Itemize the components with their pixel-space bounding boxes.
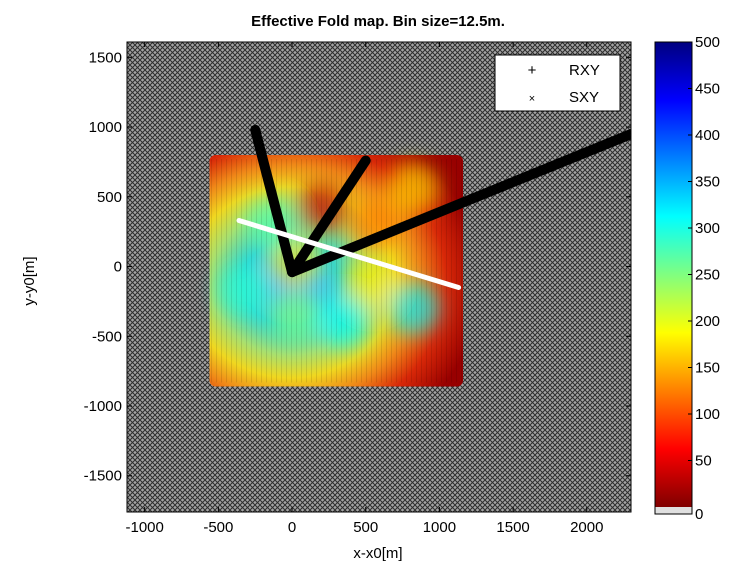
colorbar-tick-label: 200 <box>695 313 720 330</box>
colorbar-tick-label: 250 <box>695 267 720 284</box>
plot-area: -1000 -500 0 500 1000 1500 2000 1500 1000 500 0 -5… <box>84 41 632 536</box>
legend-marker-sxy: × <box>529 93 535 105</box>
x-tick-label: 2000 <box>570 519 603 536</box>
legend-label-sxy: SXY <box>569 89 599 106</box>
colorbar-tick-label: 0 <box>695 506 703 523</box>
y-tick-label: 0 <box>114 259 122 276</box>
fold-heatmap <box>209 154 463 387</box>
x-tick-label: 1000 <box>423 519 456 536</box>
legend-box <box>494 54 621 112</box>
chart-title: Effective Fold map. Bin size=12.5m. <box>251 13 505 30</box>
x-tick-label: 500 <box>353 519 378 536</box>
fold-hotspot-7 <box>217 264 270 317</box>
fold-hotspot-6 <box>269 290 321 343</box>
x-axis-ticks: -1000 -500 0 500 1000 1500 2000 <box>125 42 603 536</box>
fold-hotspot-4 <box>386 162 439 215</box>
colorbar-tick-label: 150 <box>695 360 720 377</box>
legend: + RXY × SXY <box>494 54 621 112</box>
source-line-0 <box>236 218 462 290</box>
receiver-line-2 <box>287 129 631 278</box>
y-axis-ticks: 1500 1000 500 0 -500 -1000 -1500 <box>84 49 631 485</box>
x-tick-label: -1000 <box>125 519 163 536</box>
colorbar-tick-label: 500 <box>695 34 720 51</box>
receiver-line-0 <box>250 124 298 278</box>
y-tick-label: -1000 <box>84 398 122 415</box>
y-axis-label: y-y0[m] <box>21 256 38 305</box>
x-tick-label: -500 <box>203 519 233 536</box>
colorbar-zero-bin <box>655 507 692 514</box>
fold-texture <box>211 158 462 383</box>
colorbar-frame <box>654 41 693 515</box>
colorbar-tick-label: 450 <box>695 81 720 98</box>
colorbar-tick-label: 400 <box>695 127 720 144</box>
y-tick-label: 500 <box>97 189 122 206</box>
plot-frame <box>126 41 632 513</box>
legend-label-rxy: RXY <box>569 62 600 79</box>
y-tick-label: 1000 <box>89 119 122 136</box>
fold-hotspot-2 <box>295 181 348 234</box>
fold-hotspot-9 <box>386 282 439 335</box>
y-tick-label: 1500 <box>89 49 122 66</box>
legend-marker-rxy: + <box>528 62 537 79</box>
acquisition-lines <box>236 124 631 290</box>
x-axis-label: x-x0[m] <box>353 545 402 562</box>
colorbar-tick-label: 50 <box>695 453 712 470</box>
colorbar-gradient-bar <box>655 42 692 507</box>
colorbar-tick-label: 100 <box>695 406 720 423</box>
y-tick-label: -1500 <box>84 468 122 485</box>
colorbar-tick-label: 350 <box>695 174 720 191</box>
fold-hotspot-8 <box>317 296 370 349</box>
receiver-line-1 <box>287 155 371 278</box>
colorbar-tick-label: 300 <box>695 220 720 237</box>
fold-hotspot-5 <box>342 257 395 310</box>
y-tick-label: -500 <box>92 328 122 345</box>
x-tick-label: 1500 <box>496 519 529 536</box>
x-tick-label: 0 <box>288 519 296 536</box>
